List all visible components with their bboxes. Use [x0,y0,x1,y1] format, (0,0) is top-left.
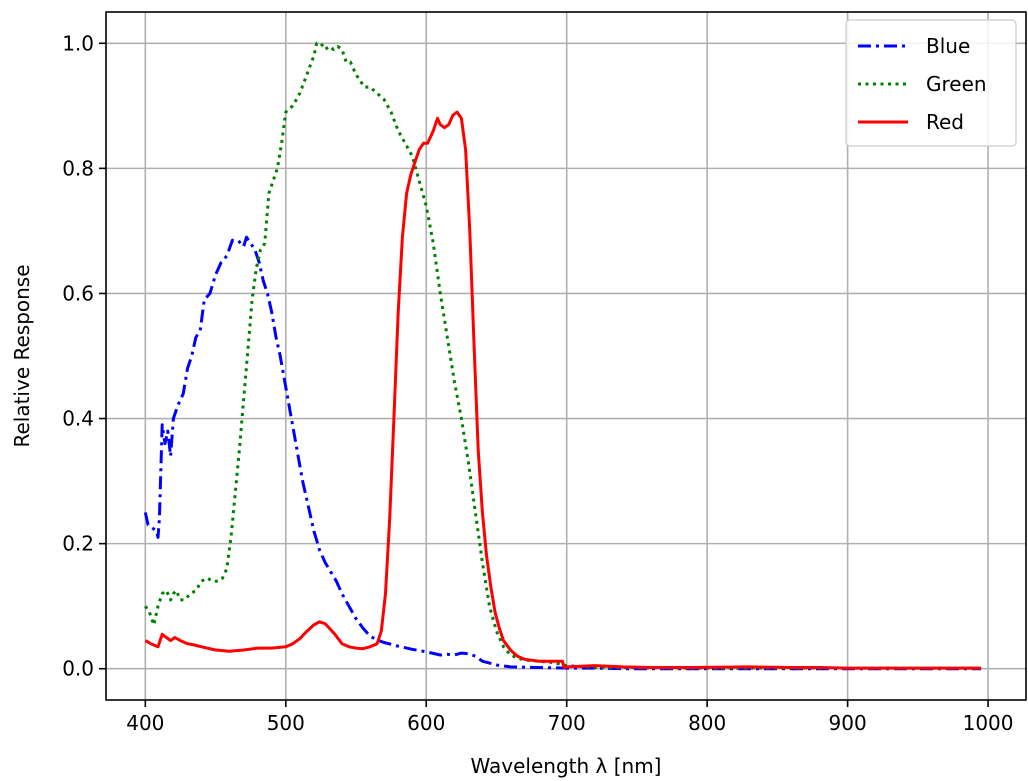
x-axis-label: Wavelength λ [nm] [471,754,662,778]
ticks: 400 500 600 700 800 900 1000 0.0 0.2 0.4 0.6 0.8 1.0 [62,31,1013,735]
series-line-red [144,110,982,670]
grid [106,12,1026,700]
x-tick-label: 1000 [963,711,1014,735]
y-tick-label: 0.0 [62,657,94,681]
legend: Blue Green Red [845,19,1017,147]
y-tick-label: 0.6 [62,281,94,305]
legend-label-red: Red [926,110,964,134]
legend-label-blue: Blue [926,34,970,58]
y-tick-label: 0.2 [62,532,94,556]
x-tick-label: 400 [126,711,164,735]
legend-box [845,19,1017,147]
series-line-green [144,41,982,670]
x-tick-label: 800 [688,711,726,735]
x-tick-label: 500 [267,711,305,735]
y-tick-label: 0.8 [62,156,94,180]
y-tick-label: 1.0 [62,31,94,55]
y-axis-label: Relative Response [10,264,34,447]
x-tick-label: 700 [548,711,586,735]
legend-label-green: Green [926,72,987,96]
plot-lines [143,41,982,671]
x-tick-label: 900 [829,711,867,735]
series-line-blue [143,235,982,671]
x-tick-label: 600 [407,711,445,735]
y-tick-label: 0.4 [62,407,94,431]
